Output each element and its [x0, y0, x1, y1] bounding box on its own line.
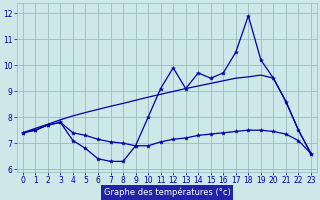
X-axis label: Graphe des températures (°c): Graphe des températures (°c): [104, 188, 230, 197]
